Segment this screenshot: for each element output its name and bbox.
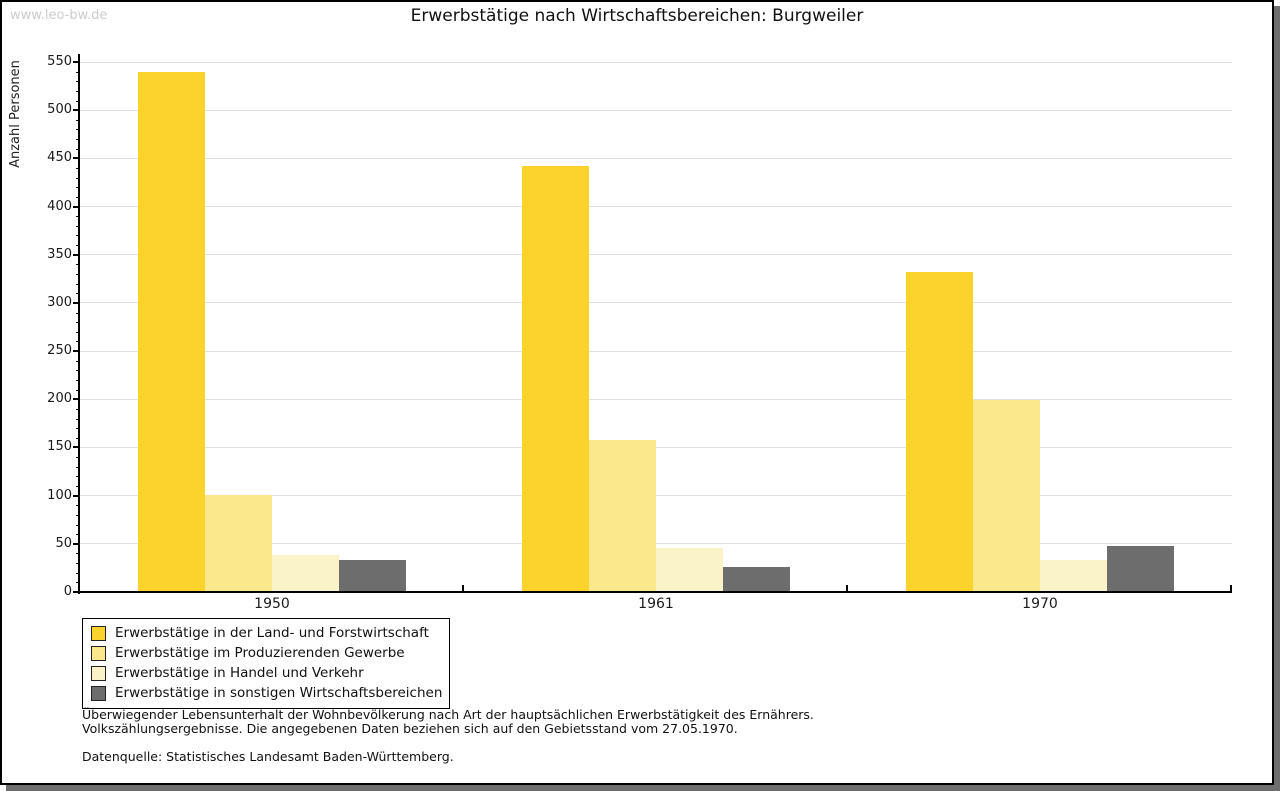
bar-1970-series-3 xyxy=(1040,560,1107,592)
x-tick-label-1961: 1961 xyxy=(638,596,674,612)
y-tick-label-550: 550 xyxy=(47,54,72,69)
y-tick-label-150: 150 xyxy=(47,439,72,455)
x-axis-tick-1 xyxy=(462,585,464,592)
y-tick-label-350: 350 xyxy=(47,246,72,262)
data-source-line: Datenquelle: Statistisches Landesamt Bad… xyxy=(82,749,454,764)
y-tick-label-450: 450 xyxy=(47,150,72,166)
y-tick-label-200: 200 xyxy=(47,391,72,407)
gridline-300 xyxy=(80,302,1232,304)
y-major-tick-150 xyxy=(73,446,80,449)
gridline-50 xyxy=(80,543,1232,545)
y-major-tick-0 xyxy=(73,591,80,593)
bar-1950-series-2 xyxy=(205,494,272,592)
bar-1961-series-1 xyxy=(522,166,589,592)
bar-1961-series-3 xyxy=(656,547,723,592)
plot-area: 1950 1961 1970 0 50 100 150 200 250 300 350 400 450 5… xyxy=(2,2,1272,783)
y-major-tick-400 xyxy=(73,205,80,208)
legend-label: Erwerbstätige in sonstigen Wirtschaftsbe… xyxy=(115,685,443,701)
legend-item-2: Erwerbstätige im Produzierenden Gewerbe xyxy=(83,643,449,663)
y-major-tick-50 xyxy=(73,542,80,545)
legend-item-4: Erwerbstätige in sonstigen Wirtschaftsbe… xyxy=(83,683,449,703)
y-tick-label-300: 300 xyxy=(47,294,72,310)
gridline-400 xyxy=(80,206,1232,208)
bar-1970-series-4 xyxy=(1107,545,1174,592)
gridline-250 xyxy=(80,350,1232,352)
gridline-200 xyxy=(80,398,1232,400)
footnote: Überwiegender Lebensunterhalt der Wohnbe… xyxy=(82,708,814,764)
gridline-450 xyxy=(80,157,1232,159)
legend-swatch-icon xyxy=(91,625,106,641)
legend-label: Erwerbstätige in der Land- und Forstwirt… xyxy=(115,625,429,641)
chart-title: Erwerbstätige nach Wirtschaftsbereichen:… xyxy=(410,6,864,26)
legend-swatch-icon xyxy=(91,665,106,681)
y-major-tick-450 xyxy=(73,157,80,160)
gridline-100 xyxy=(80,495,1232,497)
y-major-tick-250 xyxy=(73,350,80,353)
y-tick-label-0: 0 xyxy=(63,584,72,599)
x-tick-label-1970: 1970 xyxy=(1022,596,1058,612)
legend-swatch-icon xyxy=(91,645,106,661)
y-axis-line xyxy=(78,54,80,594)
y-major-tick-100 xyxy=(73,494,80,497)
y-major-tick-200 xyxy=(73,398,80,401)
y-major-tick-350 xyxy=(73,253,80,256)
legend-item-1: Erwerbstätige in der Land- und Forstwirt… xyxy=(83,623,449,643)
legend-box: Erwerbstätige in der Land- und Forstwirt… xyxy=(82,618,450,709)
bar-1950-series-1 xyxy=(138,71,205,592)
bar-1950-series-3 xyxy=(272,555,339,592)
gridline-500 xyxy=(80,109,1232,111)
gridline-550 xyxy=(80,61,1232,63)
x-axis-line xyxy=(78,591,1232,593)
footnote-line-1: Überwiegender Lebensunterhalt der Wohnbe… xyxy=(82,707,814,722)
x-axis-tick-2 xyxy=(846,585,848,592)
gridline-350 xyxy=(80,254,1232,256)
x-tick-label-1950: 1950 xyxy=(254,596,290,612)
legend-item-3: Erwerbstätige in Handel und Verkehr xyxy=(83,663,449,683)
y-major-tick-550 xyxy=(73,61,80,63)
bar-1961-series-4 xyxy=(723,566,790,592)
legend-label: Erwerbstätige im Produzierenden Gewerbe xyxy=(115,645,405,661)
y-tick-label-50: 50 xyxy=(55,535,72,551)
x-axis-tick-3 xyxy=(1230,585,1232,592)
bar-1961-series-2 xyxy=(589,439,656,592)
bar-1970-series-2 xyxy=(973,400,1040,592)
watermark-leo-bw: www.leo-bw.de xyxy=(10,8,108,23)
legend-swatch-icon xyxy=(91,685,106,701)
y-major-tick-300 xyxy=(73,301,80,304)
y-tick-label-400: 400 xyxy=(47,198,72,214)
y-major-tick-500 xyxy=(73,109,80,112)
bar-1970-series-1 xyxy=(906,272,973,592)
y-tick-label-500: 500 xyxy=(47,102,72,118)
footnote-line-2: Volkszählungsergebnisse. Die angegebenen… xyxy=(82,721,738,736)
y-tick-label-100: 100 xyxy=(47,487,72,503)
gridline-150 xyxy=(80,446,1232,448)
legend-label: Erwerbstätige in Handel und Verkehr xyxy=(115,665,364,681)
y-tick-label-250: 250 xyxy=(47,343,72,359)
bar-1950-series-4 xyxy=(339,560,406,592)
